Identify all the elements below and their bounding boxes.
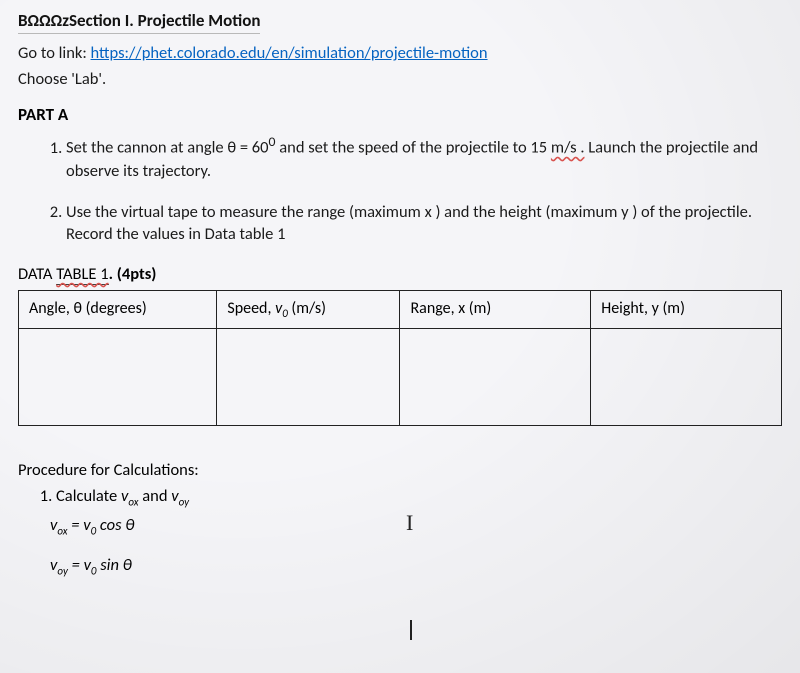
calc-list: Calculate vox and voy xyxy=(38,486,782,508)
goto-label: Go to link: xyxy=(18,43,91,63)
data-table-title: DATA TABLE 1. (4pts) xyxy=(18,264,782,284)
section-title-text: Section I. Projectile Motion xyxy=(69,10,260,31)
instruction-2: Use the virtual tape to measure the rang… xyxy=(66,201,782,247)
section-header: ΒΩΩΩzSection I. Projectile Motion xyxy=(18,10,782,38)
col-angle: Angle, θ (degrees) xyxy=(19,291,217,329)
choose-line: Choose 'Lab'. xyxy=(18,68,782,90)
equation-vox: vox = v0 cos θ xyxy=(50,515,782,537)
cell-speed[interactable] xyxy=(217,329,400,426)
tt-pre: DATA xyxy=(18,264,56,284)
col-range: Range, x (m) xyxy=(400,291,591,329)
inst1-mid: and set the speed of the projectile to 1… xyxy=(276,138,551,158)
tt-wavy: TABLE 1 xyxy=(56,264,108,285)
col-height: Height, y (m) xyxy=(591,291,782,329)
calc-step-1: Calculate vox and voy xyxy=(56,486,782,508)
cell-range[interactable] xyxy=(400,329,591,426)
instructions-list: Set the cannon at angle θ = 600 and set … xyxy=(38,133,782,246)
col-speed: Speed, v0 (m/s) xyxy=(217,291,400,329)
instruction-1: Set the cannon at angle θ = 600 and set … xyxy=(66,133,782,182)
inst1-deg: 0 xyxy=(269,133,276,150)
table-row xyxy=(19,329,782,426)
section-title: ΒΩΩΩzSection I. Projectile Motion xyxy=(18,10,260,34)
text-caret-icon xyxy=(410,620,412,640)
phet-link[interactable]: https://phet.colorado.edu/en/simulation/… xyxy=(91,43,488,63)
inst1-pre: Set the cannon at angle θ = 60 xyxy=(66,138,269,158)
inst1-unit: m/s . xyxy=(551,138,585,158)
document-page: ΒΩΩΩzSection I. Projectile Motion Go to … xyxy=(0,0,800,673)
cell-angle[interactable] xyxy=(19,329,217,426)
table-header-row: Angle, θ (degrees) Speed, v0 (m/s) Range… xyxy=(19,291,782,329)
ibeam-cursor-icon: I xyxy=(406,510,413,536)
section-prefix: ΒΩΩΩz xyxy=(18,10,69,31)
data-table-1: Angle, θ (degrees) Speed, v0 (m/s) Range… xyxy=(18,290,782,426)
procedure-heading: Procedure for Calculations: xyxy=(18,460,782,480)
goto-line: Go to link: https://phet.colorado.edu/en… xyxy=(18,42,782,64)
equation-voy: voy = v0 sin θ xyxy=(50,555,782,577)
cell-height[interactable] xyxy=(591,329,782,426)
tt-pts: . (4pts) xyxy=(109,264,157,284)
part-a-label: PART A xyxy=(18,104,782,125)
